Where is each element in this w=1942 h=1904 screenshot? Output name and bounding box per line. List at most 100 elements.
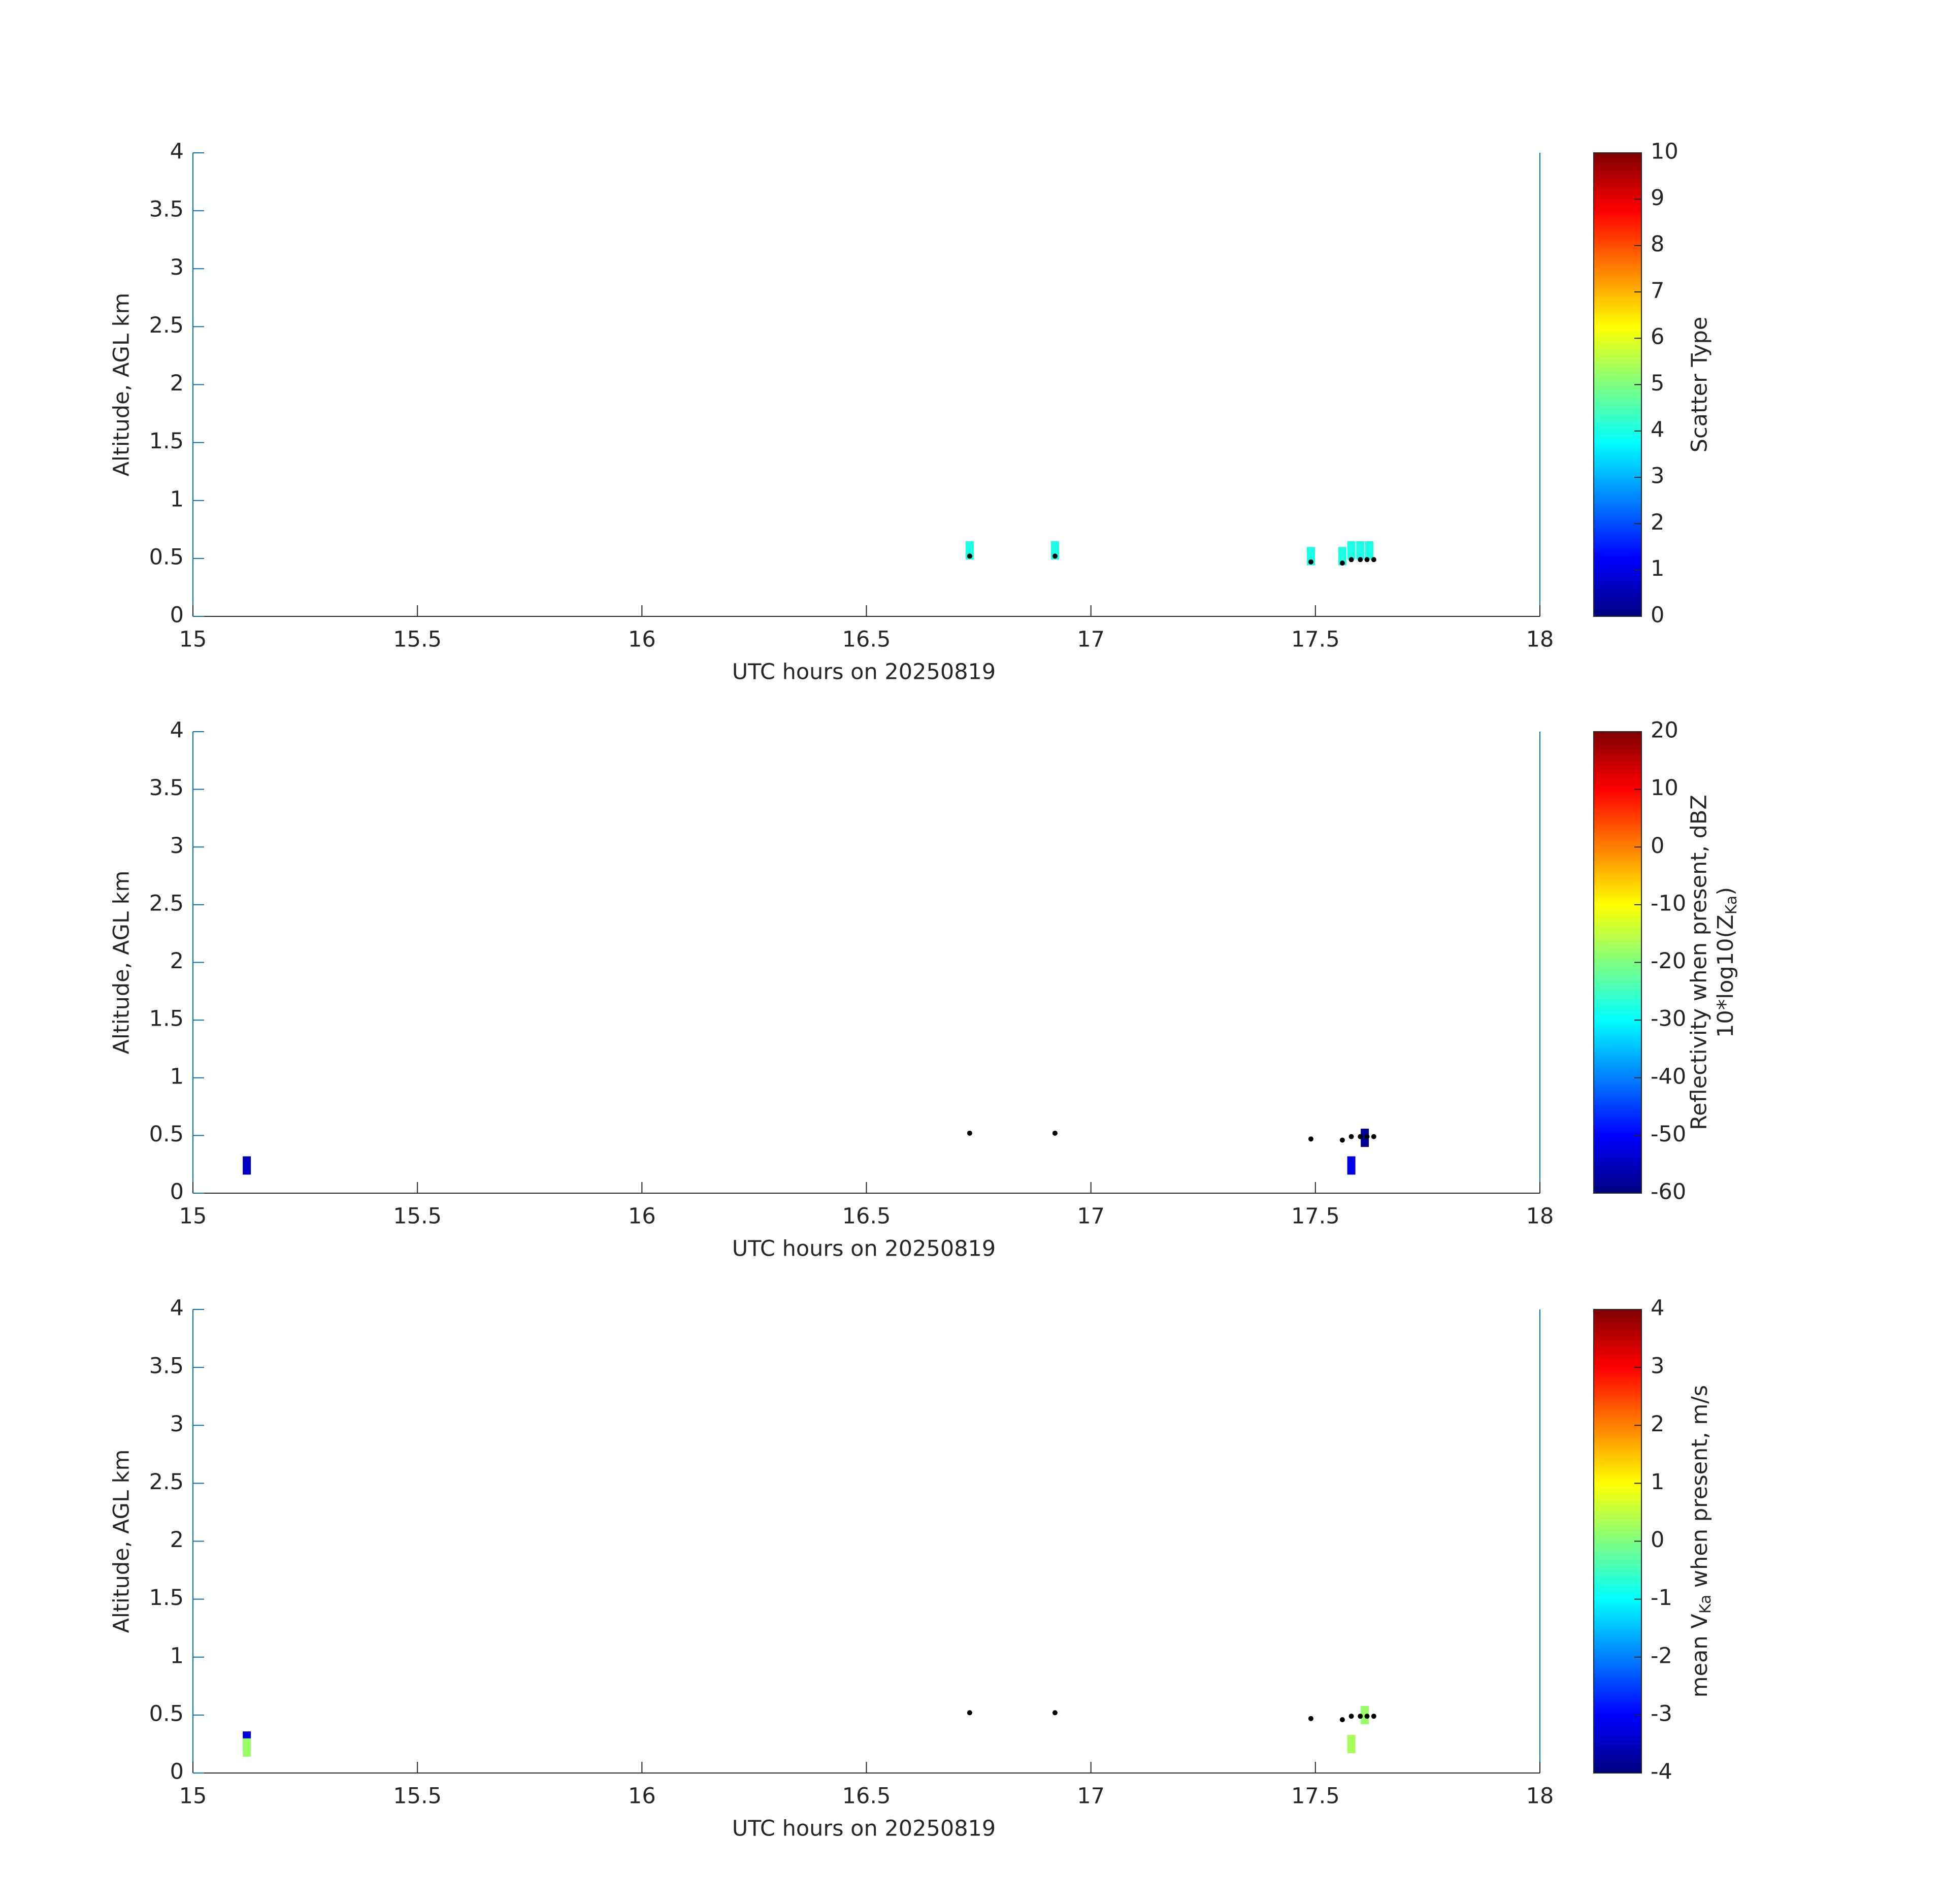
x-tick-label: 16.5	[842, 1204, 891, 1229]
y-tick-label: 2.5	[149, 1469, 184, 1495]
point	[1358, 1714, 1363, 1719]
colorbar-label: Reflectivity when present, dBZ	[1687, 795, 1712, 1130]
point	[1052, 1710, 1058, 1716]
colorbar-tick-label: 1	[1651, 1469, 1664, 1495]
colorbar	[1593, 731, 1642, 1194]
x-tick-label: 17.5	[1291, 1784, 1340, 1809]
x-tick-label: 16.5	[842, 627, 891, 652]
cell	[1347, 541, 1356, 560]
y-axis-label: Altitude, AGL km	[109, 293, 135, 477]
y-tick-label: 3	[170, 833, 184, 859]
colorbar-tick-label: 0	[1651, 833, 1664, 859]
colorbar-tick-label: 2	[1651, 1411, 1664, 1437]
colorbar-tick-label: 0	[1651, 603, 1664, 628]
y-tick-label: 3.5	[149, 1354, 184, 1379]
colorbar-tick-label: 10	[1651, 775, 1678, 801]
colorbar-tick-label: 3	[1651, 1354, 1664, 1379]
y-tick-label: 2	[170, 1527, 184, 1553]
x-tick-label: 15	[179, 627, 207, 652]
y-axis-label: Altitude, AGL km	[109, 871, 135, 1055]
colorbar-tick-label: 10	[1651, 139, 1678, 165]
x-axis-label: UTC hours on 20250819	[732, 1816, 996, 1842]
colorbar-tick-label: 6	[1651, 324, 1664, 350]
x-tick-label: 18	[1526, 1784, 1554, 1809]
colorbar-tick-label: -50	[1651, 1122, 1686, 1147]
y-tick-label: 0	[170, 1179, 184, 1205]
y-tick-label: 3.5	[149, 197, 184, 222]
x-tick-label: 18	[1526, 1204, 1554, 1229]
colorbar-tick-label: 5	[1651, 371, 1664, 396]
colorbar-label-part: when present, m/s	[1687, 1385, 1713, 1595]
point	[1364, 1714, 1370, 1719]
y-tick-label: 0.5	[149, 1122, 184, 1147]
y-tick-label: 0.5	[149, 1701, 184, 1726]
x-tick-label: 17.5	[1291, 1204, 1340, 1229]
colorbar-tick-label: 8	[1651, 232, 1664, 257]
point	[1358, 1134, 1363, 1139]
y-tick-label: 3.5	[149, 775, 184, 801]
colorbar-tick-label: -10	[1651, 891, 1686, 916]
colorbar-tick-label: 2	[1651, 510, 1664, 535]
y-tick-label: 3	[170, 1411, 184, 1437]
colorbar-tick-label: -60	[1651, 1179, 1686, 1205]
point	[1348, 1134, 1354, 1139]
y-tick-label: 1	[170, 486, 184, 512]
y-tick-label: 2	[170, 948, 184, 974]
y-tick-label: 1.5	[149, 1585, 184, 1611]
cell	[1347, 1734, 1356, 1753]
cell	[243, 1738, 251, 1757]
y-tick-label: 0	[170, 603, 184, 628]
colorbar	[1593, 152, 1642, 617]
point	[1358, 557, 1363, 563]
colorbar-label-subscript: Ka	[1697, 1595, 1715, 1614]
point	[1348, 557, 1354, 563]
colorbar-tick-label: 3	[1651, 464, 1664, 489]
colorbar-tick-label: 20	[1651, 718, 1678, 743]
point	[1308, 559, 1313, 565]
y-tick-label: 0	[170, 1759, 184, 1785]
point	[1339, 1137, 1345, 1143]
y-tick-label: 3	[170, 255, 184, 280]
point	[1364, 1134, 1370, 1139]
colorbar-tick-label: 4	[1651, 417, 1664, 442]
x-tick-label: 15.5	[393, 1784, 442, 1809]
x-tick-label: 15	[179, 1784, 207, 1809]
x-tick-label: 17	[1077, 627, 1105, 652]
y-tick-label: 4	[170, 1296, 184, 1321]
colorbar-tick-label: -4	[1651, 1759, 1672, 1785]
y-tick-label: 4	[170, 718, 184, 743]
y-tick-label: 2	[170, 371, 184, 396]
x-tick-label: 15.5	[393, 627, 442, 652]
colorbar-tick-label: -3	[1651, 1701, 1672, 1726]
point	[1371, 557, 1376, 563]
x-tick-label: 17.5	[1291, 627, 1340, 652]
point	[1052, 553, 1058, 559]
point	[1308, 1136, 1313, 1142]
x-tick-label: 15	[179, 1204, 207, 1229]
x-tick-label: 18	[1526, 627, 1554, 652]
y-tick-label: 2.5	[149, 891, 184, 916]
x-tick-label: 16	[628, 627, 656, 652]
colorbar-tick-label: 0	[1651, 1527, 1664, 1553]
point	[1364, 557, 1370, 563]
colorbar-label: 10*log10(ZKa)	[1713, 887, 1740, 1038]
colorbar-label: mean VKa when present, m/s	[1687, 1385, 1715, 1698]
colorbar-label-part: )	[1713, 887, 1738, 896]
colorbar-tick-label: 4	[1651, 1296, 1664, 1321]
point	[1339, 561, 1345, 566]
y-tick-label: 0.5	[149, 544, 184, 570]
y-axis-label: Altitude, AGL km	[109, 1450, 135, 1633]
y-tick-label: 2.5	[149, 313, 184, 338]
colorbar-tick-label: -20	[1651, 948, 1686, 974]
y-tick-label: 1	[170, 1064, 184, 1089]
x-axis-label: UTC hours on 20250819	[732, 1236, 996, 1262]
y-tick-label: 4	[170, 139, 184, 165]
x-tick-label: 16	[628, 1784, 656, 1809]
colorbar-tick-label: -30	[1651, 1006, 1686, 1032]
point	[1371, 1714, 1376, 1719]
cell	[1356, 541, 1365, 560]
colorbar-tick-label: -1	[1651, 1585, 1672, 1611]
colorbar-label-subscript: Ka	[1723, 896, 1740, 915]
point	[967, 1130, 972, 1136]
